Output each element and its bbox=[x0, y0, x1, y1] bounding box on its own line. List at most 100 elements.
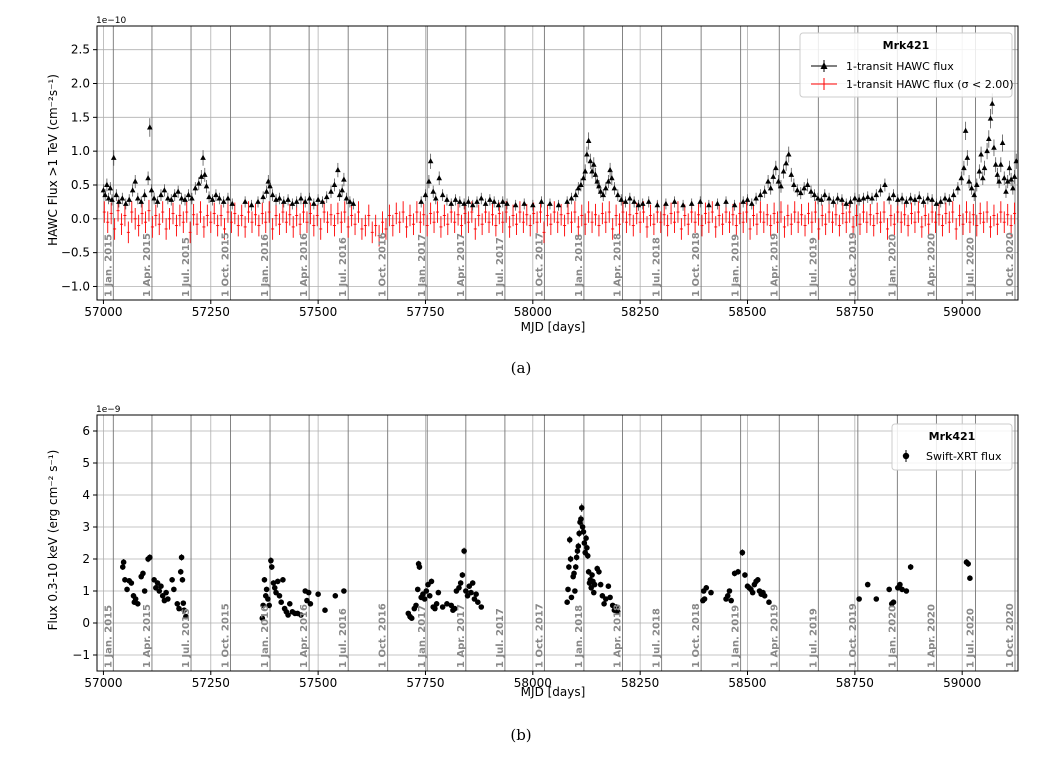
swift-point bbox=[280, 577, 286, 583]
swift-point bbox=[456, 585, 462, 591]
hawc-point bbox=[478, 195, 485, 201]
hawc-point bbox=[986, 135, 992, 141]
hawc-point bbox=[852, 195, 858, 201]
hawc-point bbox=[984, 147, 990, 154]
panel-b-legend-marker-swift bbox=[902, 450, 910, 462]
hawc-point bbox=[808, 188, 814, 194]
hawc-point bbox=[343, 195, 350, 201]
panel-a-legend: Mrk421 1-transit HAWC flux 1-transit HAW… bbox=[799, 32, 1014, 98]
swift-point bbox=[408, 615, 415, 621]
hawc-point bbox=[933, 200, 940, 206]
hawc-point bbox=[192, 185, 199, 191]
swift-point bbox=[596, 569, 602, 575]
hawc-point bbox=[298, 195, 304, 201]
panel-a-legend-marker-low bbox=[811, 78, 837, 90]
hawc-point bbox=[600, 191, 607, 198]
hawc-point bbox=[794, 187, 801, 193]
date-marker-label: 1 Apr. 2016 bbox=[299, 233, 310, 297]
y-tick-label: 2.5 bbox=[71, 43, 90, 57]
swift-point bbox=[276, 593, 283, 599]
swift-point bbox=[268, 564, 275, 570]
swift-point bbox=[566, 564, 572, 570]
hawc-point bbox=[584, 151, 590, 157]
hawc-point bbox=[834, 195, 841, 201]
hawc-point bbox=[740, 198, 747, 204]
hawc-point bbox=[890, 191, 897, 198]
hawc-point bbox=[138, 198, 145, 204]
panel-b-legend-label-swift: Swift-XRT flux bbox=[926, 450, 1002, 463]
hawc-point bbox=[161, 187, 168, 193]
swift-point bbox=[571, 570, 577, 577]
date-marker-label: 1 Jul. 2015 bbox=[181, 237, 192, 297]
panel-b-x-axis-label: MJD [days] bbox=[521, 685, 586, 699]
hawc-point bbox=[856, 196, 862, 202]
hawc-point bbox=[847, 198, 854, 204]
hawc-point bbox=[102, 191, 108, 198]
panel-b-legend: Mrk421 Swift-XRT flux bbox=[891, 423, 1013, 471]
hawc-point bbox=[611, 185, 618, 191]
hawc-point bbox=[989, 100, 996, 106]
swift-point bbox=[332, 593, 339, 599]
hawc-point bbox=[110, 154, 117, 160]
swift-point bbox=[259, 615, 266, 621]
date-marker-label: 1 Oct. 2016 bbox=[378, 232, 389, 297]
swift-point bbox=[724, 593, 731, 599]
hawc-point bbox=[801, 185, 807, 191]
swift-point bbox=[421, 596, 428, 602]
hawc-point bbox=[175, 188, 181, 194]
hawc-point bbox=[341, 176, 347, 182]
hawc-point bbox=[269, 191, 276, 198]
swift-point bbox=[169, 577, 175, 583]
swift-point bbox=[475, 599, 481, 605]
date-marker-label: 1 Jul. 2016 bbox=[338, 608, 349, 668]
hawc-point bbox=[168, 196, 175, 202]
swift-point bbox=[728, 597, 734, 604]
hawc-point bbox=[907, 195, 914, 201]
panel-a-y-ticks: −1.0 −0.5 0.0 0.5 1.0 1.5 2.0 2.5 bbox=[61, 43, 97, 293]
hawc-point bbox=[1003, 188, 1009, 194]
swift-point bbox=[271, 585, 278, 591]
date-marker-label: 1 Jul. 2017 bbox=[495, 237, 506, 297]
y-tick-label: 5 bbox=[82, 456, 90, 470]
swift-point bbox=[122, 577, 128, 583]
swift-point bbox=[260, 602, 266, 609]
panel-b: 1 Jan. 2015 1 Apr. 2015 1 Jul. 2015 1 Oct. … bbox=[46, 405, 1019, 699]
swift-point bbox=[432, 605, 438, 612]
swift-point bbox=[873, 596, 880, 602]
y-tick-label: 1.0 bbox=[71, 144, 90, 158]
date-marker-label: 1 Oct. 2019 bbox=[848, 603, 859, 668]
hawc-point bbox=[991, 144, 997, 150]
date-marker-label: 1 Jan. 2018 bbox=[574, 234, 585, 297]
swift-point bbox=[285, 612, 291, 618]
x-tick-label: 58000 bbox=[514, 676, 552, 690]
hawc-point bbox=[958, 175, 965, 181]
hawc-point bbox=[578, 181, 584, 187]
date-marker-label: 1 Jan. 2017 bbox=[417, 234, 428, 297]
x-tick-label: 58250 bbox=[621, 676, 659, 690]
swift-point bbox=[583, 535, 589, 541]
hawc-point bbox=[714, 200, 721, 206]
y-tick-label: 1 bbox=[82, 584, 90, 598]
hawc-point bbox=[185, 191, 192, 198]
swift-point bbox=[735, 569, 741, 575]
swift-point bbox=[468, 589, 474, 596]
hawc-point bbox=[767, 185, 774, 191]
hawc-point bbox=[213, 191, 219, 198]
hawc-point bbox=[315, 196, 321, 202]
x-tick-label: 58750 bbox=[836, 305, 874, 319]
swift-point bbox=[180, 600, 187, 606]
swift-point bbox=[140, 570, 146, 577]
y-tick-label: 2 bbox=[82, 552, 90, 566]
date-marker-label: 1 Jul. 2017 bbox=[495, 608, 506, 668]
date-marker-label: 1 Jan. 2015 bbox=[103, 605, 114, 668]
swift-point bbox=[134, 601, 141, 607]
panel-a-series-hawc bbox=[100, 93, 1018, 211]
swift-point bbox=[423, 588, 430, 594]
hawc-point bbox=[920, 198, 927, 204]
swift-point bbox=[435, 589, 442, 596]
x-tick-label: 58250 bbox=[621, 305, 659, 319]
hawc-point bbox=[147, 124, 153, 130]
hawc-point bbox=[804, 181, 811, 187]
date-marker-label: 1 Oct. 2018 bbox=[691, 232, 702, 297]
hawc-point bbox=[132, 178, 139, 184]
